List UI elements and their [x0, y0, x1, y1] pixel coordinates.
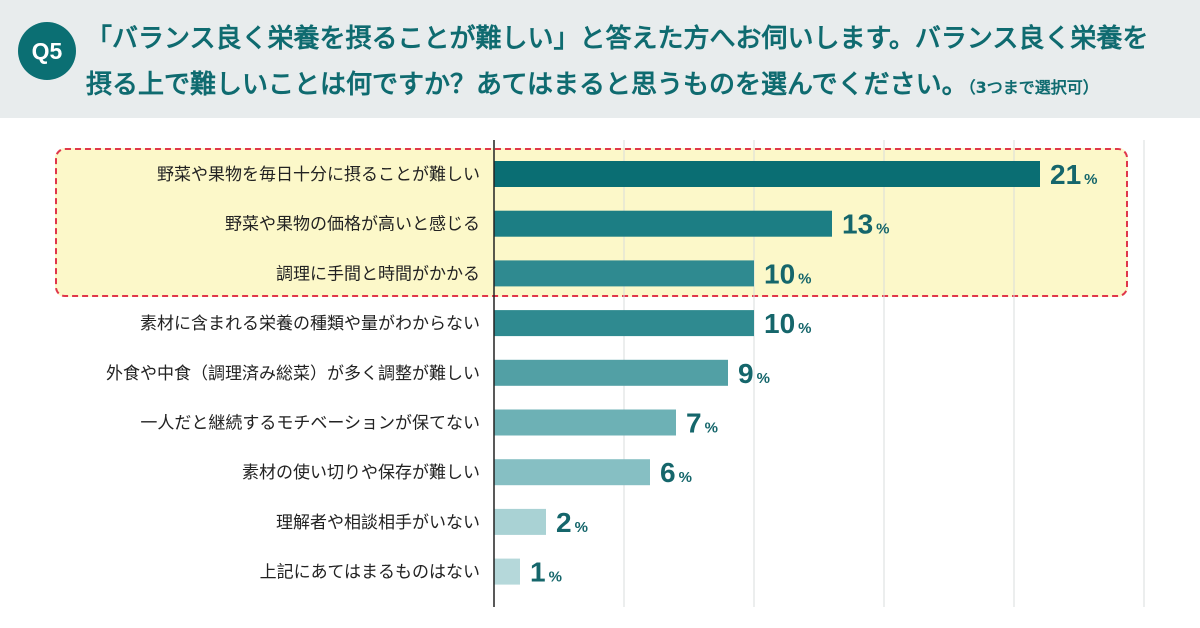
data-label: 2%	[556, 507, 588, 538]
data-label-unit: %	[798, 270, 811, 287]
bar	[494, 260, 754, 287]
category-label: 素材の使い切りや保存が難しい	[242, 462, 480, 483]
bar	[494, 558, 520, 585]
data-label-unit: %	[549, 569, 562, 586]
data-label-value: 10	[764, 308, 795, 339]
data-label: 13%	[842, 209, 890, 240]
data-label-value: 2	[556, 507, 572, 538]
question-text-line1: 「バランス良く栄養を摂ることが難しい」と答えた方へお伺いします。バランス良く栄養…	[86, 24, 1149, 54]
data-label-unit: %	[876, 221, 889, 238]
bar	[494, 359, 728, 386]
bar	[494, 161, 1040, 187]
data-label-value: 9	[738, 358, 754, 389]
data-label-unit: %	[575, 519, 588, 536]
data-label-value: 6	[660, 457, 676, 488]
question-note: （3つまで選択可）	[967, 78, 1099, 97]
category-label: 理解者や相談相手がいない	[276, 513, 480, 533]
data-label-unit: %	[1084, 171, 1097, 188]
bar	[494, 459, 650, 486]
data-label-unit: %	[798, 320, 811, 337]
data-label: 9%	[738, 358, 770, 389]
data-label: 1%	[530, 557, 562, 588]
bar	[494, 409, 676, 436]
category-label: 上記にあてはまるものはない	[260, 563, 480, 583]
category-label: 一人だと継続するモチベーションが保てない	[140, 414, 480, 434]
question-text-line2-main: 摂る上で難しいことは何ですか？あてはまると思うものを選んでください。	[86, 70, 968, 100]
data-label: 21%	[1050, 159, 1098, 190]
question-badge: Q5	[18, 22, 76, 80]
data-label: 6%	[660, 457, 692, 488]
data-label: 10%	[764, 258, 812, 289]
data-label-unit: %	[705, 420, 718, 437]
data-label-unit: %	[757, 370, 770, 387]
bar	[494, 210, 832, 237]
data-label-value: 7	[686, 408, 702, 439]
category-label: 野菜や果物を毎日十分に摂ることが難しい	[157, 165, 480, 185]
data-label-value: 10	[764, 258, 795, 289]
bar	[494, 508, 546, 535]
category-label: 素材に含まれる栄養の種類や量がわからない	[140, 314, 480, 334]
data-label: 7%	[686, 408, 718, 439]
data-label-value: 21	[1050, 159, 1081, 190]
data-label: 10%	[764, 308, 812, 339]
bar	[494, 310, 754, 337]
category-label: 野菜や果物の価格が高いと感じる	[225, 215, 480, 235]
data-label-value: 13	[842, 209, 873, 240]
category-label: 外食や中食（調理済み総菜）が多く調整が難しい	[106, 364, 480, 384]
category-label: 調理に手間と時間がかかる	[276, 264, 480, 284]
question-header: Q5 「バランス良く栄養を摂ることが難しい」と答えた方へお伺いします。バランス良…	[0, 0, 1200, 118]
data-label-value: 1	[530, 557, 546, 588]
question-text-line2: 摂る上で難しいことは何ですか？あてはまると思うものを選んでください。（3つまで選…	[86, 64, 1099, 101]
data-label-unit: %	[679, 469, 692, 486]
